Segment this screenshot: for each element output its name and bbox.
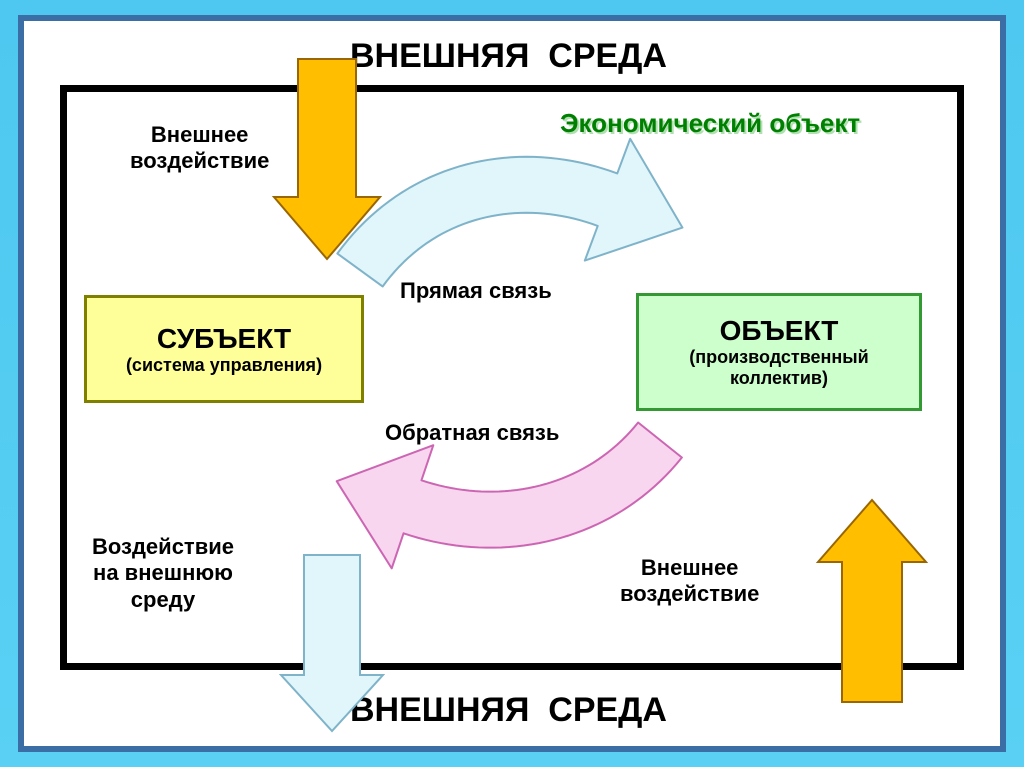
subject-box: СУБЪЕКТ (система управления) [84, 295, 364, 403]
object-box: ОБЪЕКТ (производственный коллектив) [636, 293, 922, 411]
effect-on-env-label: Воздействие на внешнюю среду [92, 534, 234, 613]
feedback-label: Обратная связь [385, 420, 559, 446]
subject-subtitle: (система управления) [126, 355, 322, 376]
object-subtitle: (производственный коллектив) [689, 347, 869, 389]
diagram-canvas: { "canvas": { "width": 1024, "height": 7… [0, 0, 1024, 767]
subject-title: СУБЪЕКТ [157, 323, 291, 355]
direct-link-label: Прямая связь [400, 278, 552, 304]
object-title: ОБЪЕКТ [720, 315, 839, 347]
external-influence-bottom-label: Внешнее воздействие [620, 555, 759, 608]
external-influence-top-label: Внешнее воздействие [130, 122, 269, 175]
